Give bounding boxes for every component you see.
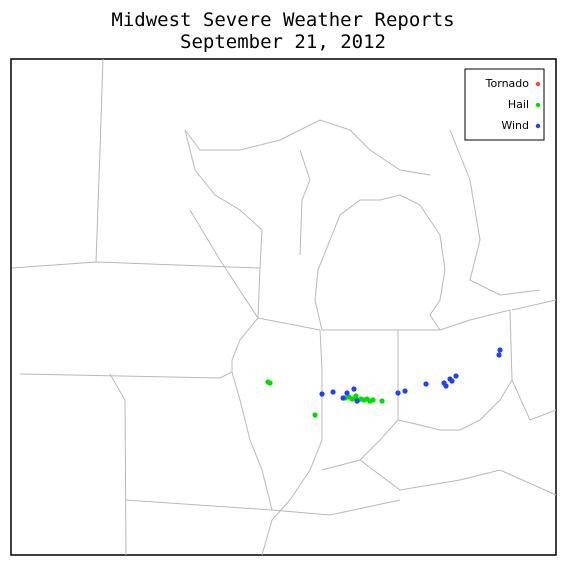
hail-report xyxy=(370,397,376,403)
title-line: Midwest Severe Weather Reports xyxy=(111,9,454,31)
hail-report xyxy=(267,380,273,386)
legend-marker xyxy=(535,123,541,129)
wind-report xyxy=(402,388,408,394)
legend-marker xyxy=(535,81,541,87)
map-frame xyxy=(10,58,557,556)
hail-report xyxy=(353,393,359,399)
wind-report xyxy=(351,386,357,392)
hail-report xyxy=(379,398,385,404)
wind-report xyxy=(453,373,459,379)
wind-report xyxy=(344,390,350,396)
legend-label: Hail xyxy=(508,98,529,111)
wind-report xyxy=(340,395,346,401)
reports xyxy=(265,347,503,418)
wind-report xyxy=(497,347,503,353)
legend-label: Tornado xyxy=(485,77,530,90)
hail-report xyxy=(312,412,318,418)
wind-report xyxy=(319,391,325,397)
title-line: September 21, 2012 xyxy=(180,31,386,53)
legend-marker xyxy=(535,102,541,108)
legend-box xyxy=(464,68,545,141)
wind-report xyxy=(496,352,502,358)
wind-report xyxy=(423,381,429,387)
wind-report xyxy=(395,390,401,396)
wind-report xyxy=(443,383,449,389)
boundaries xyxy=(11,58,557,556)
wind-report xyxy=(330,389,336,395)
wind-report xyxy=(449,378,455,384)
wind-report xyxy=(354,398,360,404)
legend-label: Wind xyxy=(501,119,529,132)
